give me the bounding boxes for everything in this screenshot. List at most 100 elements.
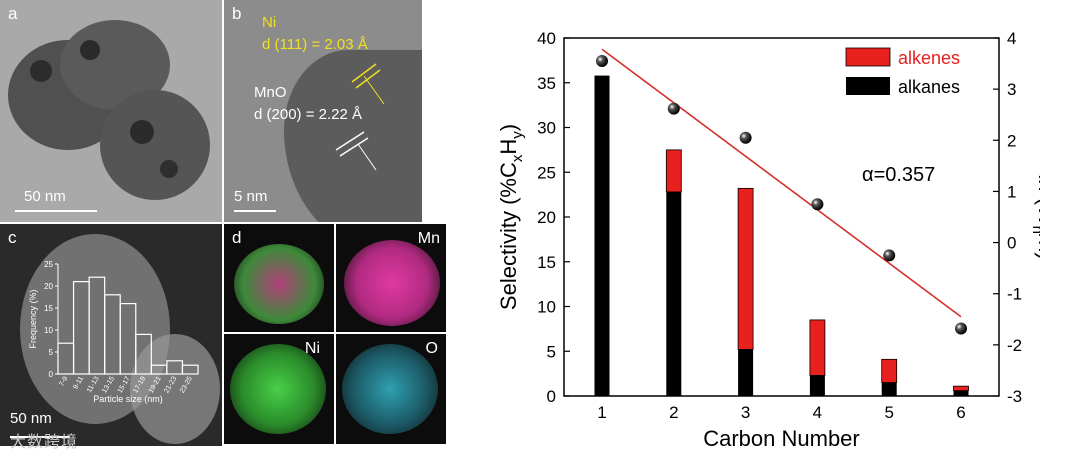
scale-label: 5 nm (234, 188, 268, 205)
eds-signal (344, 240, 440, 326)
right-y-tick-label: -2 (1007, 336, 1022, 355)
right-y-tick-label: 3 (1007, 80, 1016, 99)
hist-y-tick-label: 5 (49, 348, 54, 357)
hist-bar (166, 360, 184, 375)
left-y-tick-label: 5 (547, 342, 556, 361)
legend-label-alkenes: alkenes (898, 48, 960, 68)
hist-x-tick-label: 23-25 (179, 375, 194, 394)
left-y-tick-label: 35 (537, 74, 556, 93)
scale-bar (234, 210, 276, 212)
right-y-tick-label: 4 (1007, 29, 1016, 48)
left-y-tick-label: 30 (537, 119, 556, 138)
hist-x-tick-label: 11-13 (86, 375, 101, 394)
hist-bar (72, 280, 90, 375)
label-part: ln (W (1034, 174, 1040, 226)
nanoparticle (80, 40, 100, 60)
alkanes-bar (953, 390, 969, 396)
nanoparticle (160, 160, 178, 178)
panel-label: a (8, 4, 18, 23)
nanoparticle (30, 60, 52, 82)
panel-d-eds-o-map: O (336, 334, 446, 444)
alkenes-bar (809, 319, 826, 376)
nanoparticle-cluster (100, 90, 210, 200)
x-axis-label: Carbon Number (703, 426, 860, 451)
particle-region (130, 334, 220, 444)
hist-bar (150, 364, 168, 375)
label-subscript: x (509, 154, 526, 162)
hist-bar (119, 302, 137, 375)
panel-c-haadf-image: c 0 5 10 15 20 25 7-9 9-11 11-13 13-15 15-17 17-19 1… (0, 224, 222, 446)
hist-y-tick-label: 25 (44, 260, 53, 269)
mno-spacing-label: d (200) = 2.22 Å (254, 106, 362, 123)
panel-d-eds-composite: d (224, 224, 334, 332)
hist-x-axis-label: Particle size (nm) (93, 394, 163, 404)
alkenes-bar (665, 149, 682, 193)
scale-label: 50 nm (10, 410, 52, 427)
ni-label: Ni (304, 340, 320, 357)
ln-data-point (739, 131, 752, 144)
panel-b-hrtem-image: b Ni d (111) = 2.03 Å MnO d (200) = 2.22… (224, 0, 422, 222)
lattice-markers (335, 63, 385, 171)
ni-spacing-label: d (111) = 2.03 Å (262, 36, 368, 53)
right-y-tick-label: 0 (1007, 234, 1016, 253)
eds-signal (342, 344, 438, 434)
alkenes-bar (737, 187, 754, 350)
right-y-tick-label: 2 (1007, 131, 1016, 150)
alkanes-bar (738, 349, 754, 396)
panel-label: b (232, 4, 242, 23)
hist-x-tick-label: 13-15 (101, 375, 116, 394)
panel-d-eds-ni-map: Ni (224, 334, 334, 444)
x-tick-label: 5 (884, 403, 893, 422)
right-y-tick-label: -1 (1007, 285, 1022, 304)
hist-y-tick-label: 0 (49, 370, 54, 379)
x-tick-label: 6 (956, 403, 965, 422)
right-y-tick-label: -3 (1007, 387, 1022, 406)
fit-line (601, 48, 962, 318)
legend-swatch-alkenes (845, 47, 891, 67)
hist-bar (88, 276, 106, 375)
hist-x-tick-label: 17-19 (132, 375, 147, 394)
left-y-tick-label: 20 (537, 208, 556, 227)
panel-d-eds-mn-map: Mn (336, 224, 446, 332)
ni-label: Ni (262, 14, 277, 31)
hist-x-tick-label: 15-17 (117, 375, 132, 394)
ln-data-point (955, 322, 967, 335)
left-y-tick-label: 40 (537, 29, 556, 48)
watermark: 大数跨境 (10, 434, 79, 451)
legend-swatch-alkanes (846, 77, 890, 95)
o-label: O (425, 340, 438, 357)
left-y-tick-label: 0 (547, 387, 556, 406)
ln-data-point (596, 55, 608, 68)
hist-bar (181, 364, 199, 375)
alpha-annotation: α=0.357 (862, 164, 935, 186)
right-y-tick-label: 1 (1007, 182, 1016, 201)
alkanes-bar (809, 375, 825, 396)
eds-signal (234, 244, 324, 324)
label-part: H (496, 139, 521, 155)
scale-bar (15, 210, 97, 212)
hist-y-tick-label: 10 (44, 326, 53, 335)
left-y-tick-label: 15 (537, 253, 556, 272)
hist-bar (135, 333, 152, 375)
x-tick-label: 4 (813, 403, 822, 422)
mno-label: MnO (254, 84, 287, 101)
x-tick-label: 3 (741, 403, 750, 422)
left-y-tick-label: 25 (537, 163, 556, 182)
hist-x-tick-label: 9-11 (72, 375, 85, 390)
alkanes-bar (881, 382, 897, 396)
ln-data-point (667, 102, 680, 115)
hist-bar (57, 342, 75, 375)
alkenes-bar (953, 385, 969, 392)
hist-x-tick-label: 7-9 (58, 375, 69, 387)
panel-label: d (232, 228, 242, 247)
eds-signal (230, 344, 326, 434)
label-part: ) (496, 124, 521, 131)
label-part: Selectivity (%C (496, 162, 521, 310)
label-part: /n) (1034, 234, 1040, 260)
hist-bar (104, 294, 121, 375)
left-y-axis-label: Selectivity (%CxHy) (496, 124, 526, 310)
label-subscript: y (509, 131, 526, 139)
right-y-axis-label: ln (Wn/n) (1029, 174, 1040, 259)
lattice-region (284, 50, 422, 222)
nanoparticle (130, 120, 154, 144)
